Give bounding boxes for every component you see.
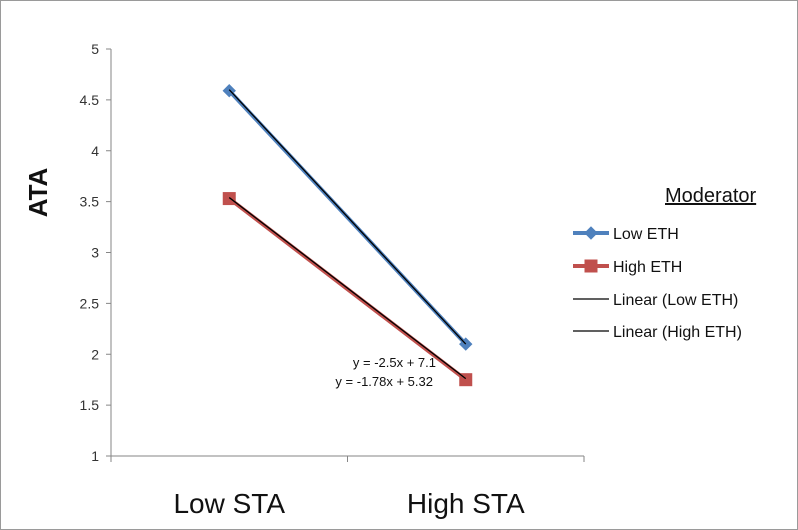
legend-entry-label: Low ETH bbox=[613, 226, 679, 243]
x-category-label: Low STA bbox=[173, 488, 285, 519]
legend-marker bbox=[584, 259, 598, 273]
plot-series bbox=[222, 84, 473, 387]
y-tick-label: 1 bbox=[91, 448, 99, 464]
trendline bbox=[228, 89, 467, 345]
y-tick-label: 4.5 bbox=[80, 92, 100, 108]
trendline bbox=[228, 197, 467, 380]
series-line bbox=[228, 196, 467, 382]
legend: Moderator Low ETH High ETH Linear (Low ETH… bbox=[573, 185, 756, 341]
y-tick-label: 5 bbox=[91, 41, 99, 57]
y-axis: 1 1.5 2 2.5 3 3.5 4 4.5 5 bbox=[80, 41, 112, 464]
y-tick-label: 2.5 bbox=[80, 295, 100, 311]
legend-entry-label: High ETH bbox=[613, 259, 682, 276]
legend-title: Moderator bbox=[665, 185, 756, 207]
y-tick-label: 2 bbox=[91, 346, 99, 362]
y-tick-label: 1.5 bbox=[80, 397, 100, 413]
legend-marker bbox=[584, 226, 598, 240]
data-point bbox=[222, 192, 236, 206]
trendline-equations: y = -2.5x + 7.1 y = -1.78x + 5.32 bbox=[335, 355, 436, 389]
trendline-equation: y = -2.5x + 7.1 bbox=[353, 355, 436, 370]
x-axis: Low STA High STA bbox=[110, 455, 585, 519]
y-tick-label: 3.5 bbox=[80, 194, 100, 210]
trendlines bbox=[228, 89, 467, 380]
legend-entry-label: Linear (High ETH) bbox=[613, 324, 742, 341]
y-tick-label: 4 bbox=[91, 143, 99, 159]
legend-entry-label: Linear (Low ETH) bbox=[613, 292, 738, 309]
x-category-label: High STA bbox=[407, 488, 525, 519]
trendline-equation: y = -1.78x + 5.32 bbox=[335, 374, 433, 389]
y-tick-label: 3 bbox=[91, 245, 99, 261]
y-axis-title: ATA bbox=[23, 167, 53, 217]
